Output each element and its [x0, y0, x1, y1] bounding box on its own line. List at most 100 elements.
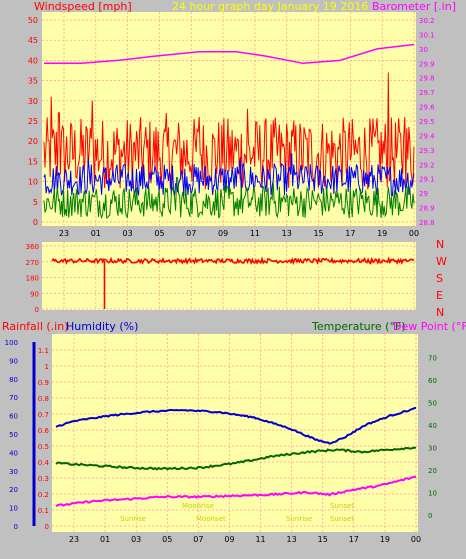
lower-x-tick-label: 15 [318, 535, 328, 544]
rainfall-axis-title: Rainfall (.in) [2, 320, 69, 333]
sun-moon-annotation: Moonset [196, 515, 226, 523]
direction-y-tick-label: 0 [35, 306, 39, 314]
humidity-y-tick-label: 60 [9, 413, 18, 421]
rain-y-tick-label: 0.2 [38, 491, 49, 499]
lower-x-tick-label: 17 [349, 535, 359, 544]
sun-moon-annotation: Sunrise [286, 515, 312, 523]
humidity-y-tick-label: 100 [5, 339, 18, 347]
sun-moon-annotation: Sunset [330, 502, 354, 510]
temperature-axis-title: Temperature (°F) [311, 320, 406, 333]
wind-x-tick-label: 05 [154, 229, 164, 238]
wind-x-tick-label: 09 [218, 229, 228, 238]
direction-panel [42, 242, 416, 310]
barometer-y-tick-label: 30.2 [419, 17, 435, 25]
rain-y-tick-label: 0.5 [38, 443, 49, 451]
windspeed-axis-title: Windspeed [mph] [34, 0, 132, 13]
humidity-y-tick-label: 0 [14, 523, 18, 531]
lower-series-line-0 [55, 406, 417, 445]
temp-y-tick-label: 50 [428, 400, 437, 408]
lower-x-tick-label: 07 [193, 535, 203, 544]
humidity-axis-title: Humidity (%) [66, 320, 138, 333]
temp-y-tick-label: 70 [428, 355, 437, 363]
wind-y-tick-label: 30 [28, 97, 38, 106]
wind-y-tick-label: 40 [28, 56, 38, 65]
barometer-y-tick-label: 29.8 [419, 75, 435, 83]
rain-y-tick-label: 0.8 [38, 395, 49, 403]
temp-y-tick-label: 60 [428, 377, 437, 385]
wind-y-tick-label: 50 [28, 16, 38, 25]
humidity-y-tick-label: 30 [9, 468, 18, 476]
humidity-y-tick-label: 50 [9, 431, 18, 439]
rain-y-tick-label: 0.3 [38, 475, 49, 483]
wind-y-tick-label: 10 [28, 178, 38, 187]
barometer-y-tick-label: 29.9 [419, 60, 435, 68]
wind-x-tick-label: 17 [345, 229, 355, 238]
temp-y-tick-label: 40 [428, 422, 437, 430]
barometer-y-tick-label: 29.1 [419, 176, 435, 184]
lower-series-line-2 [55, 475, 417, 508]
temp-y-tick-label: 30 [428, 444, 437, 452]
humidity-y-tick-label: 70 [9, 394, 18, 402]
wind-x-tick-label: 01 [91, 229, 101, 238]
temp-y-tick-label: 20 [428, 467, 437, 475]
barometer-y-tick-label: 30 [419, 46, 428, 54]
rain-y-tick-label: 0 [45, 523, 49, 531]
sun-moon-annotation: Sunset [330, 515, 354, 523]
wind-x-tick-label: 00 [409, 229, 419, 238]
rain-y-tick-label: 1.1 [38, 347, 49, 355]
wind-x-tick-label: 13 [282, 229, 292, 238]
compass-label: E [436, 289, 443, 302]
wind-y-tick-label: 45 [28, 36, 38, 45]
grid-layer [42, 12, 418, 532]
series-layer [32, 43, 417, 526]
lower-x-tick-label: 09 [224, 535, 234, 544]
barometer-y-tick-label: 29.2 [419, 161, 435, 169]
humidity-y-tick-label: 90 [9, 357, 18, 365]
temp-y-tick-label: 10 [428, 489, 437, 497]
sun-moon-annotation: Moonrise [182, 502, 214, 510]
lower-x-tick-label: 03 [131, 535, 141, 544]
temp-y-tick-label: 0 [428, 512, 432, 520]
humidity-y-tick-label: 80 [9, 376, 18, 384]
barometer-y-tick-label: 29 [419, 190, 428, 198]
lower-x-tick-label: 01 [100, 535, 110, 544]
barometer-axis-title: Barometer [.in] [372, 0, 456, 13]
lower-x-tick-label: 11 [255, 535, 265, 544]
wind-y-tick-label: 0 [33, 218, 38, 227]
wind-series-line-2 [43, 177, 415, 220]
barometer-y-tick-label: 29.4 [419, 132, 435, 140]
barometer-y-tick-label: 28.9 [419, 205, 435, 213]
barometer-y-tick-label: 28.8 [419, 219, 435, 227]
barometer-y-tick-label: 29.6 [419, 104, 435, 112]
wind-y-tick-label: 20 [28, 137, 38, 146]
chart-title: 24 hour graph day January 19 2016 [172, 0, 368, 13]
wind-x-tick-label: 11 [250, 229, 260, 238]
rain-y-tick-label: 0.4 [38, 459, 50, 467]
wind-y-tick-label: 5 [33, 198, 38, 207]
humidity-y-tick-label: 40 [9, 449, 18, 457]
lower-x-tick-label: 00 [411, 535, 421, 544]
rain-y-tick-label: 1 [45, 363, 49, 371]
barometer-y-tick-label: 29.5 [419, 118, 435, 126]
wind-y-tick-label: 15 [28, 157, 38, 166]
lower-x-tick-label: 23 [69, 535, 79, 544]
rain-y-tick-label: 0.1 [38, 507, 49, 515]
direction-series-line [51, 256, 415, 266]
compass-label: N [436, 306, 444, 319]
wind-series-line-3 [44, 43, 415, 65]
rain-y-tick-label: 0.7 [38, 411, 49, 419]
wind-series-line-1 [43, 153, 415, 197]
dewpoint-axis-title: Dew Point (°F) [393, 320, 466, 333]
direction-y-tick-label: 90 [30, 290, 39, 298]
wind-y-tick-label: 25 [28, 117, 38, 126]
wind-x-tick-label: 03 [123, 229, 133, 238]
lower-panel [52, 334, 418, 532]
sun-moon-annotation: Sunrise [120, 515, 146, 523]
rain-y-tick-label: 0.6 [38, 427, 50, 435]
direction-y-tick-label: 180 [26, 275, 39, 283]
direction-y-tick-label: 270 [26, 259, 39, 267]
humidity-y-tick-label: 20 [9, 486, 18, 494]
lower-x-tick-label: 19 [380, 535, 390, 544]
